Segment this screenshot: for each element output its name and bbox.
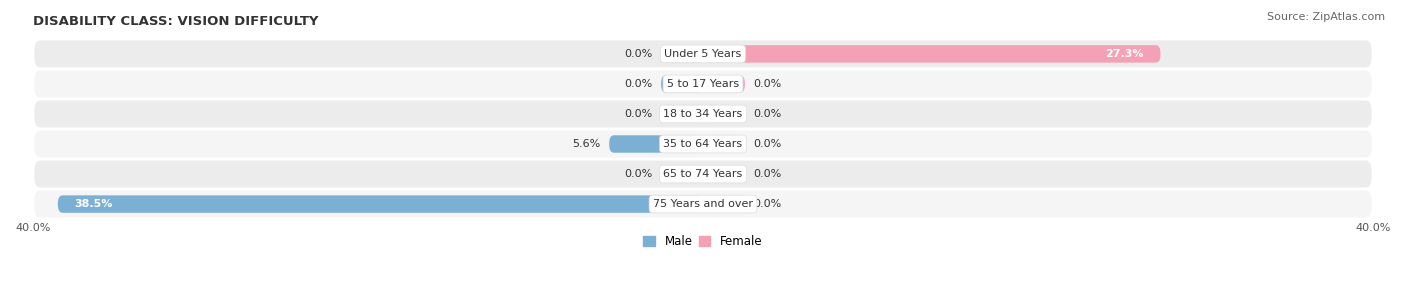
Text: 0.0%: 0.0%: [754, 109, 782, 119]
FancyBboxPatch shape: [34, 40, 1372, 67]
Text: 65 to 74 Years: 65 to 74 Years: [664, 169, 742, 179]
Text: 75 Years and over: 75 Years and over: [652, 199, 754, 209]
FancyBboxPatch shape: [34, 191, 1372, 218]
FancyBboxPatch shape: [703, 105, 745, 123]
Text: 38.5%: 38.5%: [75, 199, 112, 209]
FancyBboxPatch shape: [703, 45, 1160, 63]
Text: 0.0%: 0.0%: [754, 139, 782, 149]
Text: 0.0%: 0.0%: [754, 169, 782, 179]
Text: 0.0%: 0.0%: [754, 199, 782, 209]
Text: DISABILITY CLASS: VISION DIFFICULTY: DISABILITY CLASS: VISION DIFFICULTY: [32, 15, 318, 28]
FancyBboxPatch shape: [609, 135, 703, 153]
Text: 35 to 64 Years: 35 to 64 Years: [664, 139, 742, 149]
FancyBboxPatch shape: [661, 165, 703, 183]
Text: 0.0%: 0.0%: [754, 79, 782, 89]
Text: Under 5 Years: Under 5 Years: [665, 49, 741, 59]
FancyBboxPatch shape: [661, 45, 703, 63]
Text: 5.6%: 5.6%: [572, 139, 600, 149]
Text: 0.0%: 0.0%: [624, 169, 652, 179]
FancyBboxPatch shape: [703, 165, 745, 183]
Text: 18 to 34 Years: 18 to 34 Years: [664, 109, 742, 119]
FancyBboxPatch shape: [34, 161, 1372, 188]
FancyBboxPatch shape: [34, 71, 1372, 98]
FancyBboxPatch shape: [34, 130, 1372, 157]
Text: 5 to 17 Years: 5 to 17 Years: [666, 79, 740, 89]
Text: 0.0%: 0.0%: [624, 49, 652, 59]
Text: 0.0%: 0.0%: [624, 109, 652, 119]
FancyBboxPatch shape: [703, 75, 745, 93]
Text: Source: ZipAtlas.com: Source: ZipAtlas.com: [1267, 12, 1385, 22]
FancyBboxPatch shape: [58, 195, 703, 213]
FancyBboxPatch shape: [703, 135, 745, 153]
Text: 27.3%: 27.3%: [1105, 49, 1143, 59]
Legend: Male, Female: Male, Female: [638, 230, 768, 253]
FancyBboxPatch shape: [661, 105, 703, 123]
Text: 0.0%: 0.0%: [624, 79, 652, 89]
FancyBboxPatch shape: [661, 75, 703, 93]
FancyBboxPatch shape: [703, 195, 745, 213]
FancyBboxPatch shape: [34, 100, 1372, 127]
